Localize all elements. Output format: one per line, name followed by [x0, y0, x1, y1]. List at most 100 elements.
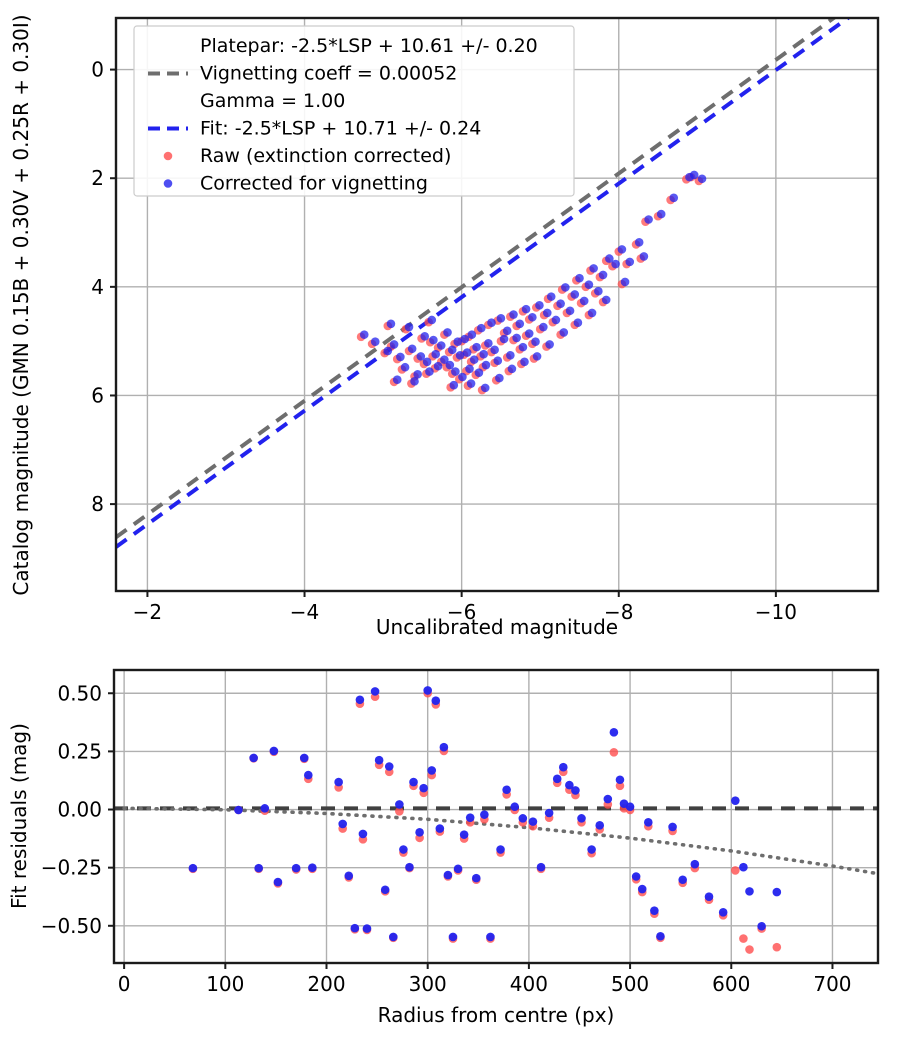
residual-scatter-point — [772, 942, 782, 952]
residual-scatter-point — [249, 753, 258, 763]
residuals-ytick-label: 0.00 — [57, 798, 102, 822]
top-scatter-point — [443, 328, 452, 337]
top-scatter-point — [429, 335, 438, 345]
top-scatter-point — [455, 350, 465, 360]
residual-scatter-point — [431, 696, 441, 705]
top-scatter-point — [413, 369, 422, 379]
top-ytick-label: 4 — [91, 275, 104, 299]
top-panel-fit-line — [116, 18, 852, 549]
residual-scatter-point — [486, 932, 495, 942]
top-xtick-label: −8 — [604, 600, 633, 624]
residual-scatter-point — [439, 742, 449, 752]
residual-scatter-point — [650, 906, 659, 915]
residual-scatter-point — [745, 887, 754, 896]
residual-scatter-point — [269, 746, 279, 756]
top-scatter-point — [451, 367, 460, 376]
top-scatter-point — [584, 280, 594, 289]
residual-scatter-point — [465, 813, 475, 822]
top-scatter-point — [620, 277, 630, 287]
top-scatter-point — [469, 355, 479, 364]
top-scatter-point — [476, 323, 486, 333]
residual-scatter-point — [544, 808, 554, 818]
top-xtick-label: −2 — [133, 600, 162, 624]
top-scatter-point — [484, 339, 493, 348]
residual-scatter-point — [254, 863, 264, 873]
top-scatter-point — [512, 333, 521, 343]
top-scatter-point — [474, 368, 484, 377]
top-scatter-point — [506, 350, 515, 360]
residual-scatter-point — [480, 810, 489, 819]
residual-scatter-point — [308, 863, 317, 872]
residual-scatter-point — [374, 755, 384, 765]
top-xtick-label: −6 — [447, 600, 476, 624]
top-ytick-label: 2 — [91, 166, 104, 190]
top-scatter-point — [509, 310, 518, 319]
residual-scatter-point — [260, 804, 270, 813]
residual-scatter-point — [399, 845, 408, 854]
residual-scatter-point — [338, 819, 347, 829]
top-scatter-point — [601, 295, 611, 305]
top-scatter-point — [396, 352, 405, 362]
top-scatter-point — [422, 357, 432, 367]
residual-scatter-point — [656, 931, 665, 941]
top-scatter-point — [453, 337, 463, 347]
top-scatter-point — [499, 334, 509, 344]
top-scatter-point — [502, 326, 512, 336]
top-scatter-point — [551, 315, 561, 325]
residual-scatter-point — [772, 887, 782, 897]
top-scatter-point — [420, 331, 430, 341]
top-scatter-point — [479, 349, 488, 359]
residual-scatter-point — [388, 932, 398, 942]
residual-scatter-point — [395, 800, 404, 809]
top-scatter-point — [594, 286, 603, 296]
residual-scatter-point — [380, 885, 390, 895]
residual-scatter-point — [577, 814, 586, 823]
residuals-scatter — [188, 686, 782, 954]
residual-scatter-point — [739, 862, 748, 872]
top-scatter-point — [445, 360, 455, 370]
top-scatter-point — [669, 193, 679, 203]
residual-scatter-point — [615, 775, 625, 785]
top-scatter-point — [359, 330, 369, 339]
residual-scatter-point — [609, 748, 619, 757]
top-scatter-point — [575, 273, 584, 283]
residual-scatter-point — [419, 783, 428, 793]
residual-scatter-point — [603, 794, 613, 804]
top-scatter-point — [611, 259, 620, 269]
top-panel-tick-labels: −2 −4 −6 −8 −10 0 2 4 6 8 — [91, 58, 797, 624]
top-scatter-point — [545, 340, 554, 349]
residual-scatter-point — [344, 871, 354, 881]
top-scatter-point — [458, 372, 467, 382]
top-scatter-point — [386, 319, 396, 329]
top-scatter-point — [370, 337, 380, 347]
top-scatter-point — [561, 283, 570, 292]
residual-scatter-point — [595, 821, 605, 830]
residual-scatter-point — [615, 781, 625, 791]
residuals-panel-ylabel: Fit residuals (mag) — [7, 723, 31, 909]
residual-scatter-point — [435, 824, 445, 833]
residual-scatter-point — [536, 862, 546, 872]
top-scatter-point — [425, 367, 434, 376]
top-scatter-point — [515, 319, 525, 329]
residual-scatter-point — [273, 877, 283, 887]
residual-scatter-point — [471, 873, 481, 883]
top-scatter-point — [447, 345, 457, 355]
top-scatter-point — [383, 346, 393, 356]
top-scatter-point — [587, 308, 597, 318]
residual-scatter-point — [303, 770, 313, 780]
top-scatter-point — [539, 322, 548, 332]
residual-scatter-point — [643, 818, 653, 827]
residual-scatter-point — [552, 774, 562, 784]
top-scatter-point — [465, 364, 474, 374]
top-scatter-point — [535, 301, 544, 310]
residual-scatter-point — [502, 785, 511, 795]
top-scatter-point — [433, 361, 443, 371]
top-scatter-point — [589, 264, 598, 273]
residual-scatter-point — [609, 728, 619, 737]
top-scatter-point — [416, 352, 426, 361]
top-scatter-point — [410, 377, 419, 386]
top-scatter-point — [617, 245, 627, 254]
top-scatter-point — [532, 352, 542, 361]
